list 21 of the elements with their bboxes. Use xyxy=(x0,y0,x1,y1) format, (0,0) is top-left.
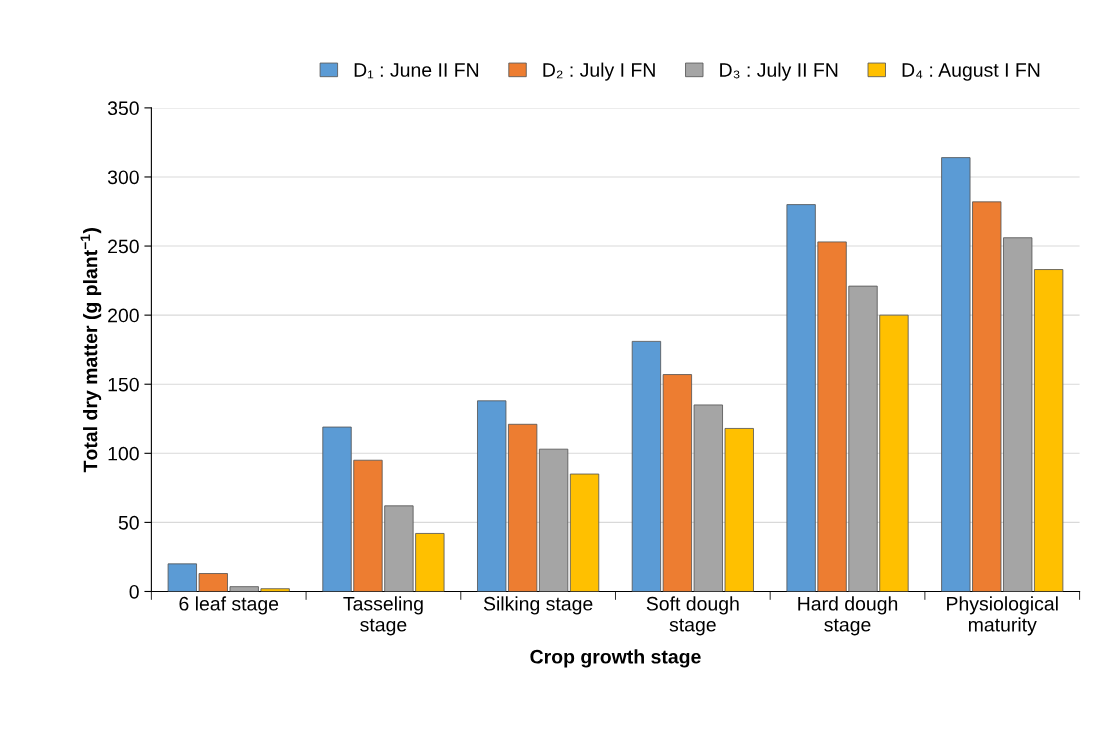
bar xyxy=(569,473,600,592)
x-axis-title: Crop growth stage xyxy=(530,649,701,668)
y-tick-label: 350 xyxy=(107,101,139,116)
legend-label: D₂ : July I FN xyxy=(543,62,655,81)
x-tick-label: Soft dough stage xyxy=(646,596,739,636)
x-tick-label: Hard dough stage xyxy=(798,596,898,636)
y-tick-label: 250 xyxy=(108,239,139,254)
x-tick-label: Tasseling stage xyxy=(343,596,423,636)
y-tick-label: 150 xyxy=(108,377,139,392)
y-tick-label: 0 xyxy=(129,584,139,599)
legend-label: D₁ : June II FN xyxy=(354,63,479,79)
x-tick-label: 6 leaf stage xyxy=(179,596,279,615)
x-tick-label: Silking stage xyxy=(483,596,593,615)
y-tick-label: 50 xyxy=(118,515,139,530)
legend-label: D₃ : July II FN xyxy=(720,62,838,81)
y-axis-title: Total dry matter (g plant$^{−1}$) xyxy=(80,228,102,473)
x-tick-label: Physiological maturity xyxy=(947,596,1058,636)
y-tick-label: 100 xyxy=(108,446,139,461)
y-tick-label: 300 xyxy=(107,170,139,185)
y-tick-label: 200 xyxy=(108,308,139,323)
legend-label: D₄ : August I FN xyxy=(902,63,1040,81)
